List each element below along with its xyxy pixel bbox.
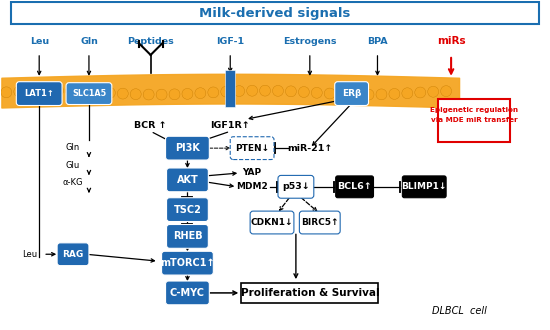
Circle shape	[156, 89, 167, 100]
Bar	[241, 282, 378, 303]
Circle shape	[27, 85, 38, 96]
FancyBboxPatch shape	[166, 136, 210, 160]
Text: IGF-1: IGF-1	[216, 37, 244, 46]
Text: BCL6↑: BCL6↑	[337, 182, 372, 191]
Text: YAP: YAP	[243, 168, 262, 178]
FancyBboxPatch shape	[335, 82, 368, 106]
Text: Milk-derived signals: Milk-derived signals	[199, 7, 351, 20]
FancyBboxPatch shape	[403, 176, 446, 198]
Circle shape	[117, 88, 128, 99]
Circle shape	[350, 89, 361, 100]
Circle shape	[246, 85, 257, 96]
FancyBboxPatch shape	[299, 211, 340, 234]
Bar	[226, 70, 235, 108]
Circle shape	[299, 86, 309, 97]
Text: TSC2: TSC2	[173, 205, 201, 214]
Circle shape	[182, 88, 193, 99]
Circle shape	[79, 86, 90, 97]
Text: Gln: Gln	[66, 143, 80, 152]
FancyBboxPatch shape	[167, 168, 208, 192]
Text: Glu: Glu	[66, 160, 80, 170]
FancyBboxPatch shape	[230, 137, 274, 159]
Text: Estrogens: Estrogens	[283, 37, 337, 46]
Text: RAG: RAG	[62, 250, 84, 259]
Circle shape	[402, 88, 413, 99]
Circle shape	[221, 86, 232, 97]
Circle shape	[415, 87, 426, 98]
Text: Epigenetic regulation: Epigenetic regulation	[430, 108, 518, 114]
Circle shape	[311, 87, 322, 98]
FancyBboxPatch shape	[250, 211, 294, 234]
Text: DLBCL  cell: DLBCL cell	[432, 306, 487, 316]
Circle shape	[169, 89, 180, 100]
Circle shape	[389, 88, 400, 99]
Circle shape	[234, 85, 245, 97]
Circle shape	[40, 85, 51, 96]
Text: mTORC1↑: mTORC1↑	[160, 258, 214, 268]
Text: PTEN↓: PTEN↓	[235, 144, 269, 153]
Text: p53↓: p53↓	[282, 182, 310, 191]
Circle shape	[376, 89, 387, 100]
Circle shape	[272, 85, 283, 96]
Text: via MDE miR transfer: via MDE miR transfer	[431, 117, 518, 123]
Text: C-MYC: C-MYC	[170, 288, 205, 298]
FancyBboxPatch shape	[167, 224, 208, 248]
Text: MDM2: MDM2	[236, 182, 268, 191]
Bar	[12, 2, 538, 24]
Text: Peptides: Peptides	[127, 37, 174, 46]
FancyBboxPatch shape	[57, 243, 89, 266]
Circle shape	[53, 85, 64, 96]
Circle shape	[143, 89, 154, 100]
FancyBboxPatch shape	[162, 251, 213, 275]
Text: BLIMP1↓: BLIMP1↓	[402, 182, 447, 191]
Text: α-KG: α-KG	[63, 178, 83, 187]
Text: IGF1R↑: IGF1R↑	[210, 121, 250, 130]
Circle shape	[208, 87, 219, 98]
FancyBboxPatch shape	[166, 281, 210, 305]
Circle shape	[195, 88, 206, 99]
Text: LAT1↑: LAT1↑	[24, 89, 54, 98]
FancyBboxPatch shape	[16, 82, 62, 106]
Circle shape	[104, 87, 116, 98]
Text: BPA: BPA	[367, 37, 388, 46]
Text: SLC1A5: SLC1A5	[72, 89, 106, 98]
Text: PI3K: PI3K	[175, 143, 200, 153]
Circle shape	[1, 87, 12, 98]
Circle shape	[428, 86, 439, 97]
Text: ERβ: ERβ	[342, 89, 361, 98]
Text: BCR ↑: BCR ↑	[134, 121, 167, 130]
FancyBboxPatch shape	[278, 176, 314, 198]
Text: Leu: Leu	[30, 37, 49, 46]
Text: RHEB: RHEB	[173, 231, 202, 241]
FancyBboxPatch shape	[336, 176, 373, 198]
Circle shape	[65, 85, 76, 96]
Text: Gln: Gln	[80, 37, 98, 46]
Bar	[438, 99, 510, 142]
Circle shape	[260, 85, 271, 96]
Text: Proliferation & Survival: Proliferation & Survival	[240, 288, 379, 298]
Text: miRs: miRs	[437, 36, 465, 46]
Text: AKT: AKT	[177, 175, 199, 185]
Text: BIRC5↑: BIRC5↑	[301, 218, 338, 227]
FancyBboxPatch shape	[66, 83, 112, 105]
Text: miR-21↑: miR-21↑	[287, 144, 333, 153]
Circle shape	[91, 87, 102, 98]
FancyBboxPatch shape	[167, 198, 208, 221]
Circle shape	[14, 86, 25, 97]
Circle shape	[337, 89, 348, 100]
Circle shape	[285, 86, 296, 97]
Circle shape	[441, 86, 452, 97]
Text: CDKN1↓: CDKN1↓	[251, 218, 293, 227]
Text: Leu: Leu	[21, 250, 37, 259]
Circle shape	[130, 89, 141, 100]
Circle shape	[324, 88, 335, 99]
Circle shape	[363, 89, 374, 100]
